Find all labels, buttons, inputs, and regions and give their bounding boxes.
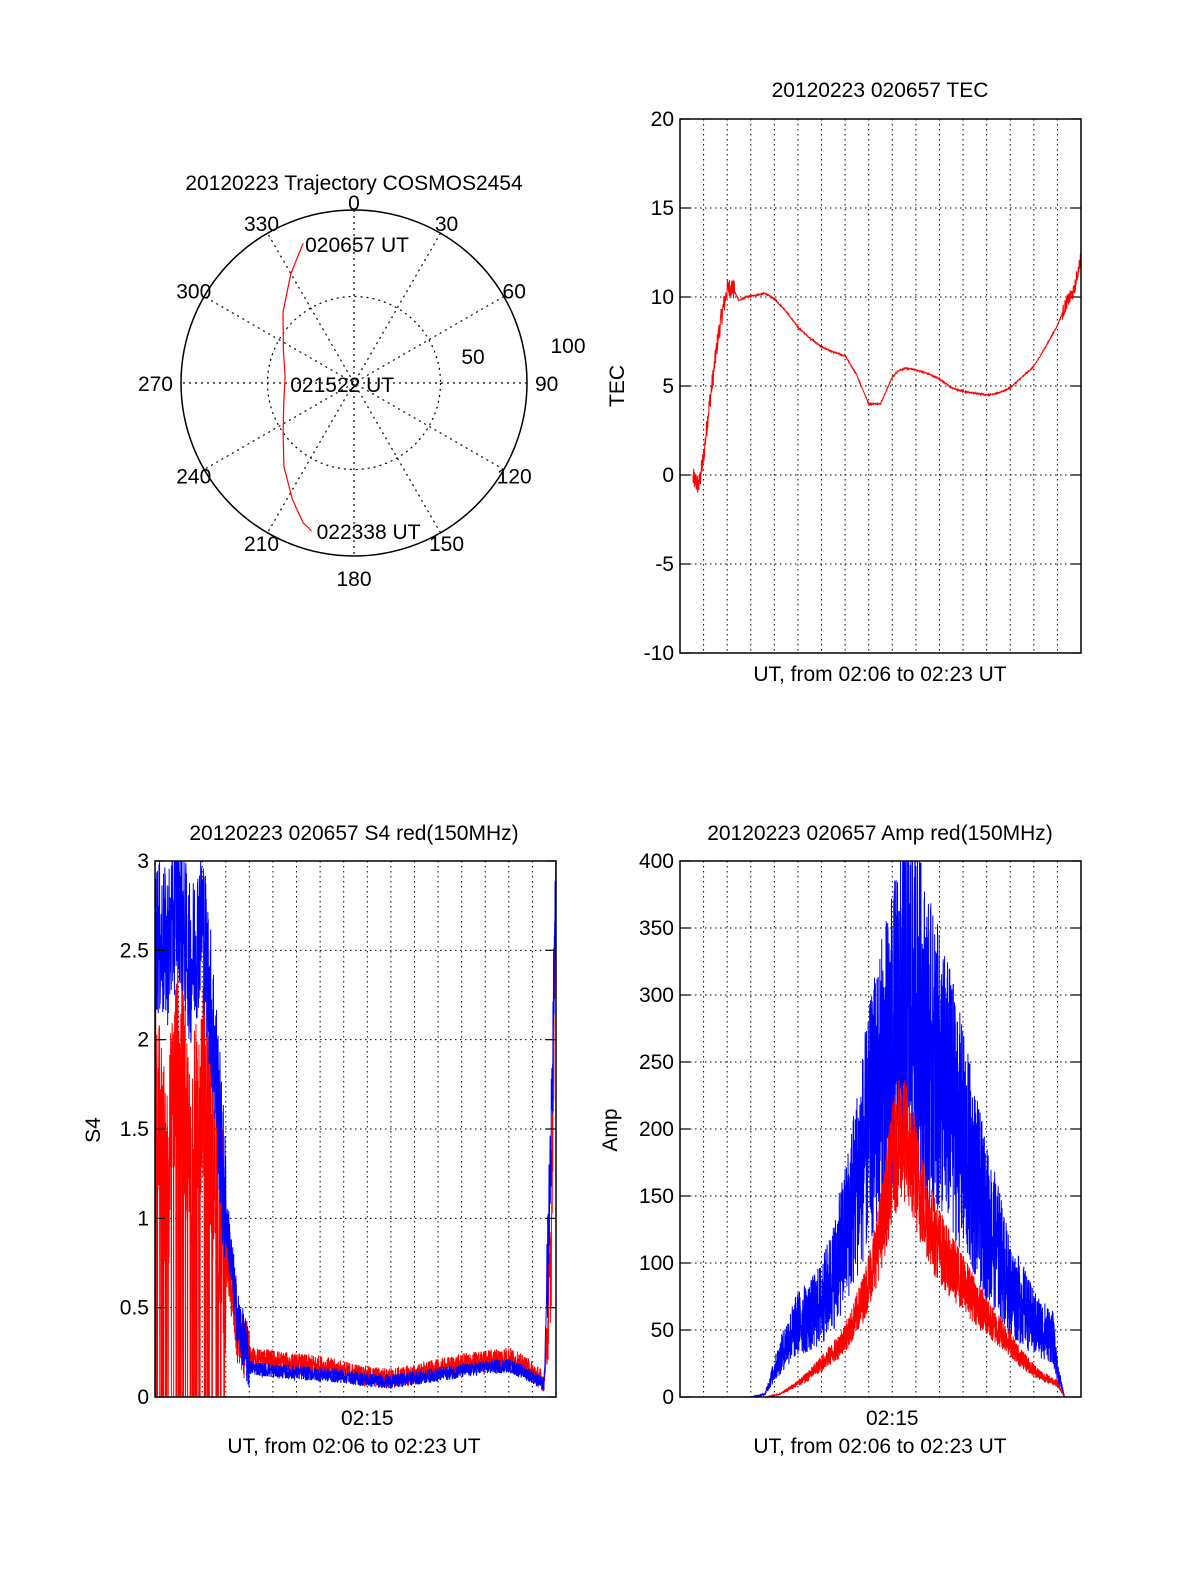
amp-y-tick-label: 100: [639, 1252, 674, 1275]
polar-azimuth-label: 120: [497, 466, 532, 489]
s4-blue-line: [154, 860, 557, 1391]
polar-grid: [180, 209, 528, 557]
amp-x-tick-label: 02:15: [866, 1407, 919, 1430]
polar-azimuth-label: 300: [176, 281, 211, 304]
polar-radius-labels: 50 100: [461, 335, 585, 369]
tec-y-tick-label: 5: [662, 375, 674, 398]
amp-x-axis-label: UT, from 02:06 to 02:23 UT: [753, 1435, 1006, 1458]
polar-radius-label: 100: [550, 335, 585, 358]
polar-azimuth-label: 30: [435, 213, 458, 236]
tec-y-tick-label: -5: [655, 553, 674, 576]
polar-azimuth-label: 60: [503, 281, 526, 304]
s4-y-tick-label: 1.5: [120, 1118, 149, 1141]
polar-azimuth-label: 150: [429, 533, 464, 556]
tec-y-tick-label: 20: [651, 108, 674, 131]
amp-y-tick-label: 200: [639, 1118, 674, 1141]
trajectory-polar-chart: 20120223 Trajectory COSMOS2454 0 30 60 90 12…: [138, 172, 586, 591]
tec-line-chart: 20120223 020657 TEC -10 -5 0 5 10 15 20 UT, fr…: [606, 79, 1082, 686]
polar-spoke: [203, 295, 505, 471]
polar-azimuth-labels: 0 30 60 90 120 150 180 210 240 270 300 330: [138, 192, 558, 591]
trajectory-time-label: 021522 UT: [290, 374, 394, 397]
tec-y-tick-label: -10: [644, 642, 674, 665]
s4-y-tick-label: 2.5: [120, 939, 149, 962]
s4-y-axis-label: S4: [82, 1117, 105, 1143]
amp-ticks: 0 50 100 150 200 250 300 350 400 02:15: [639, 850, 1081, 1430]
s4-x-tick-label: 02:15: [341, 1407, 394, 1430]
amp-y-tick-label: 350: [639, 917, 674, 940]
s4-x-axis-label: UT, from 02:06 to 02:23 UT: [227, 1435, 480, 1458]
polar-spoke: [266, 232, 442, 534]
amp-blue-line: [691, 860, 1081, 1398]
s4-y-tick-label: 1: [137, 1207, 149, 1230]
polar-spoke: [266, 232, 442, 534]
s4-y-tick-label: 2: [137, 1029, 149, 1052]
tec-chart-title: 20120223 020657 TEC: [772, 79, 989, 102]
polar-chart-title: 20120223 Trajectory COSMOS2454: [185, 172, 523, 195]
tec-line: [692, 249, 1082, 493]
tec-y-tick-label: 0: [662, 464, 674, 487]
amp-y-tick-label: 50: [651, 1319, 674, 1342]
polar-azimuth-label: 0: [348, 192, 360, 215]
tec-series: [692, 249, 1082, 493]
tec-y-axis-label: TEC: [606, 365, 629, 407]
amp-line-chart: 20120223 020657 Amp red(150MHz) 0 50 100 15…: [599, 822, 1082, 1458]
s4-y-tick-label: 0: [137, 1386, 149, 1409]
amp-y-tick-label: 0: [662, 1386, 674, 1409]
s4-grid: [155, 861, 556, 1397]
amp-chart-title: 20120223 020657 Amp red(150MHz): [707, 822, 1053, 845]
amp-y-tick-label: 150: [639, 1185, 674, 1208]
s4-series: [154, 860, 557, 1398]
polar-azimuth-label: 210: [244, 533, 279, 556]
amp-y-tick-label: 300: [639, 984, 674, 1007]
polar-azimuth-label: 240: [176, 466, 211, 489]
polar-azimuth-label: 90: [535, 373, 558, 396]
polar-spoke: [203, 295, 505, 471]
polar-azimuth-label: 180: [336, 568, 371, 591]
tec-x-axis-label: UT, from 02:06 to 02:23 UT: [753, 663, 1006, 686]
s4-y-tick-label: 3: [137, 850, 149, 873]
polar-azimuth-label: 330: [244, 213, 279, 236]
polar-azimuth-label: 270: [138, 373, 173, 396]
tec-y-tick-label: 10: [651, 286, 674, 309]
trajectory-line: [282, 242, 313, 532]
s4-chart-title: 20120223 020657 S4 red(150MHz): [189, 822, 518, 845]
trajectory-time-label: 022338 UT: [317, 521, 421, 544]
tec-y-tick-label: 15: [651, 197, 674, 220]
amp-y-tick-label: 400: [639, 850, 674, 873]
amp-y-axis-label: Amp: [599, 1108, 622, 1151]
polar-radius-label: 50: [461, 346, 484, 369]
amp-y-tick-label: 250: [639, 1051, 674, 1074]
s4-line-chart: 20120223 020657 S4 red(150MHz) 0 0.5 1 1.5 2…: [82, 822, 557, 1458]
s4-ticks: 0 0.5 1 1.5 2 2.5 3 02:15: [120, 850, 556, 1430]
tec-y-ticks: -10 -5 0 5 10 15 20: [644, 108, 1081, 665]
trajectory-time-label: 020657 UT: [305, 234, 409, 257]
s4-y-tick-label: 0.5: [120, 1297, 149, 1320]
polar-time-labels: 020657 UT 021522 UT 022338 UT: [290, 234, 420, 544]
tec-grid: [680, 119, 1081, 653]
polar-trajectory: [282, 242, 313, 532]
